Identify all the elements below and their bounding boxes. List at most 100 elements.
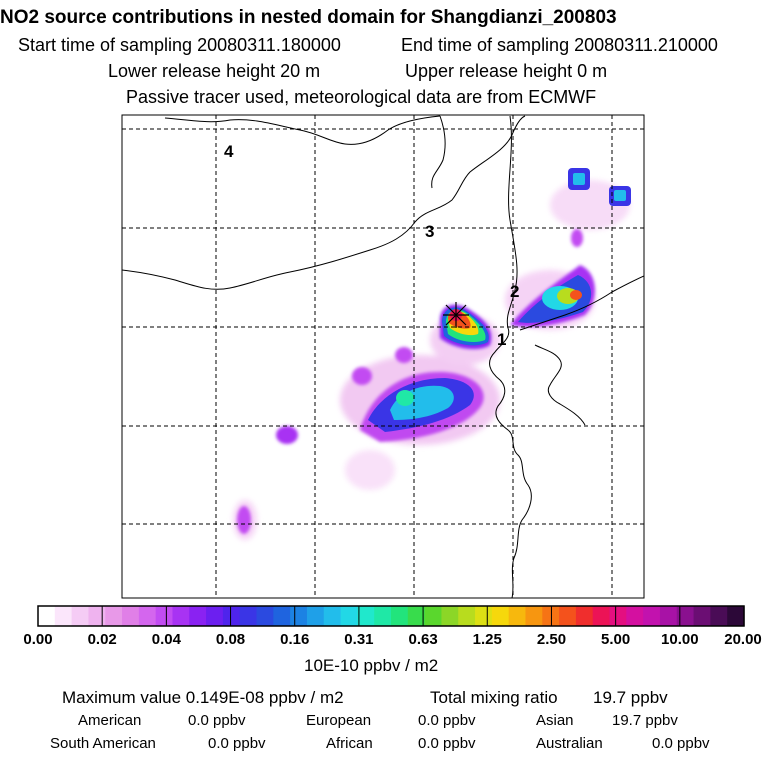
- colorbar-swatch: [525, 606, 543, 626]
- coastline-bay: [534, 344, 586, 426]
- plume-spot-b: [395, 347, 413, 363]
- start-time-label: Start time of sampling 20080311.180000: [18, 35, 341, 55]
- region-value-european: 0.0 ppbv: [418, 712, 476, 729]
- region-value-south-american: 0.0 ppbv: [208, 735, 266, 752]
- coastline-middle: [122, 115, 526, 290]
- colorbar-swatch: [407, 606, 426, 626]
- region-label-3: 3: [425, 222, 434, 241]
- colorbar-tick-label: 10.00: [661, 631, 699, 648]
- colorbar-tick-label: 1.25: [472, 631, 502, 648]
- colorbar-swatch: [340, 606, 358, 626]
- colorbar-unit: 10E-10 ppbv / m2: [304, 656, 439, 675]
- region-name-american: American: [78, 712, 142, 729]
- colorbar-swatch: [222, 606, 241, 626]
- colorbar-swatch: [105, 606, 123, 626]
- end-time-label: End time of sampling 20080311.210000: [401, 35, 718, 55]
- colorbar-frame: [37, 605, 745, 627]
- plume-spot-sw: [237, 506, 251, 534]
- coastline-peninsula: [519, 275, 644, 331]
- total-mixing-label: Total mixing ratio: [430, 688, 558, 707]
- colorbar-swatch: [609, 606, 627, 626]
- colorbar-swatch: [189, 606, 207, 626]
- colorbar-swatch: [693, 606, 711, 626]
- colorbar-swatch: [374, 606, 392, 626]
- lower-release-label: Lower release height 20 m: [108, 61, 321, 81]
- colorbar-swatch: [256, 606, 274, 626]
- plume-green-main: [396, 390, 414, 406]
- plume-spot-d: [571, 229, 583, 247]
- colorbar-swatch: [458, 606, 476, 626]
- colorbar-swatch: [592, 606, 611, 626]
- colorbar-swatch: [475, 606, 493, 626]
- colorbar-swatch: [323, 606, 342, 626]
- coastline-north: [164, 115, 441, 145]
- colorbar-swatch: [206, 606, 224, 626]
- region-value-australian: 0.0 ppbv: [652, 735, 710, 752]
- plume-cyan-box-b: [614, 190, 626, 201]
- region-name-australian: Australian: [536, 735, 603, 752]
- colorbar-swatch: [122, 606, 140, 626]
- region-label-1: 1: [497, 330, 506, 349]
- colorbar-swatch: [727, 606, 745, 626]
- colorbar-tick-label: 0.63: [408, 631, 438, 648]
- colorbar-swatch: [391, 606, 409, 626]
- colorbar-swatch: [559, 606, 577, 626]
- chart-title: NO2 source contributions in nested domai…: [0, 7, 617, 28]
- colorbar-tick-label: 0.04: [151, 631, 181, 648]
- colorbar-tick-label: 5.00: [601, 631, 631, 648]
- colorbar-swatch: [290, 606, 308, 626]
- colorbar-tick-label: 0.02: [87, 631, 117, 648]
- region-name-south-american: South American: [50, 735, 156, 752]
- colorbar-swatch: [710, 606, 728, 626]
- colorbar-swatch: [71, 606, 90, 626]
- station-marker-icon: [443, 302, 469, 328]
- colorbar-swatch: [138, 606, 157, 626]
- plume-spot-a: [352, 367, 372, 385]
- colorbar-tick-label: 0.16: [280, 631, 310, 648]
- colorbar-tick-label: 0.00: [23, 631, 53, 648]
- region-value-african: 0.0 ppbv: [418, 735, 476, 752]
- colorbar-swatch: [273, 606, 291, 626]
- colorbar-swatch: [626, 606, 644, 626]
- colorbar-swatch: [575, 606, 594, 626]
- colorbar-swatch: [54, 606, 73, 626]
- colorbar-swatch: [239, 606, 258, 626]
- colorbar: [37, 605, 745, 627]
- colorbar-tick-label: 2.50: [536, 631, 567, 648]
- colorbar-swatch: [38, 606, 56, 626]
- plume-red-ne: [570, 290, 582, 300]
- colorbar-swatch: [172, 606, 190, 626]
- total-mixing-value: 19.7 ppbv: [593, 688, 668, 707]
- region-label-2: 2: [510, 282, 519, 301]
- grid-lines: [122, 115, 644, 598]
- plume-spot-c: [276, 426, 298, 444]
- coastline-east: [489, 115, 532, 598]
- colorbar-swatch: [508, 606, 527, 626]
- colorbar-swatch: [491, 606, 510, 626]
- region-value-american: 0.0 ppbv: [188, 712, 246, 729]
- colorbar-swatch: [676, 606, 695, 626]
- plot-frame: [121, 114, 645, 599]
- colorbar-tick-label: 0.08: [215, 631, 246, 648]
- colorbar-swatch: [441, 606, 459, 626]
- colorbar-tick-label: 20.00: [724, 631, 762, 648]
- upper-release-label: Upper release height 0 m: [405, 61, 608, 81]
- colorbar-swatch: [155, 606, 174, 626]
- colorbar-swatch: [357, 606, 375, 626]
- region-value-asian: 19.7 ppbv: [612, 712, 678, 729]
- region-label-4: 4: [224, 142, 234, 161]
- tracer-note: Passive tracer used, meteorological data…: [126, 87, 597, 107]
- plume-cyan-box-a: [573, 173, 585, 185]
- colorbar-tick-label: 0.31: [344, 631, 374, 648]
- colorbar-swatch: [424, 606, 443, 626]
- region-name-asian: Asian: [536, 712, 574, 729]
- max-value-label: Maximum value 0.149E-08 ppbv / m2: [62, 688, 344, 707]
- plume-haze-south: [345, 450, 395, 490]
- colorbar-swatch: [88, 606, 106, 626]
- region-name-african: African: [326, 735, 373, 752]
- coastline-ridge: [431, 115, 446, 189]
- colorbar-swatch: [306, 606, 325, 626]
- region-name-european: European: [306, 712, 372, 729]
- colorbar-swatch: [659, 606, 678, 626]
